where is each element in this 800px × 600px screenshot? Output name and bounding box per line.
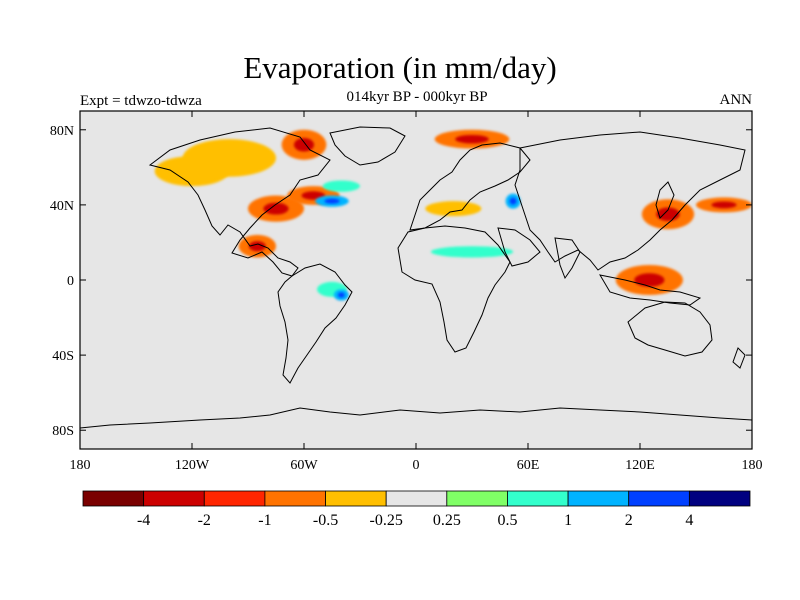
colorbar-box xyxy=(264,490,326,507)
lon-tick-label: 120W xyxy=(175,458,210,473)
coastline-asia xyxy=(514,131,746,271)
anomaly-southern-ocean xyxy=(311,356,334,373)
colorbar-label: 1 xyxy=(564,512,572,529)
anomaly-core-arabian-gulf xyxy=(509,197,517,205)
colorbar-label: 0.5 xyxy=(497,512,517,529)
colorbar-box xyxy=(628,490,690,507)
anomaly-core-north-pacific-east xyxy=(711,201,737,209)
coastline-australia xyxy=(627,301,713,357)
colorbar-box xyxy=(143,490,205,507)
colorbar-box xyxy=(325,490,387,507)
colorbar-box xyxy=(203,490,266,507)
anomaly-south-atlantic-2 xyxy=(341,319,379,335)
colorbar: -4 -2 -1 -0.5 -0.25 0.25 0.5 1 2 4 xyxy=(82,490,751,529)
lat-tick-label: 40N xyxy=(50,199,74,214)
colorbar-label: -0.25 xyxy=(370,512,403,529)
longitude-axis: 180 120W 60W 0 60E 120E 180 xyxy=(70,111,763,473)
coastline-greenland xyxy=(329,126,406,166)
lon-tick-label: 0 xyxy=(413,458,420,473)
anomaly-core-us-east-coast xyxy=(263,202,289,215)
coastline-europe xyxy=(409,142,531,231)
page-subtitle: 014kyr BP - 000kyr BP xyxy=(346,89,488,105)
colorbar-label: -4 xyxy=(137,512,150,529)
coastline-africa xyxy=(397,225,511,353)
lon-tick-label: 180 xyxy=(742,458,763,473)
page-title: Evaporation (in mm/day) xyxy=(243,50,557,85)
colorbar-label: -0.5 xyxy=(313,512,338,529)
colorbar-label: 4 xyxy=(685,512,693,529)
experiment-label: Expt = tdwzo-tdwza xyxy=(80,93,202,109)
anomaly-core-barents-sea xyxy=(455,134,489,144)
anomaly-north-pacific-west xyxy=(80,201,122,220)
anomaly-arctic-canada xyxy=(182,139,276,177)
colorbar-label: 2 xyxy=(625,512,633,529)
lat-tick-label: 80S xyxy=(52,424,74,439)
anomaly-core-greenland-west xyxy=(293,138,315,152)
coastline-japan xyxy=(655,181,675,219)
colorbar-box xyxy=(82,490,145,507)
anomaly-mediterranean xyxy=(425,201,482,217)
colorbar-label: -2 xyxy=(198,512,211,529)
lon-tick-label: 60W xyxy=(290,458,318,473)
anomaly-south-pacific xyxy=(117,296,192,309)
latitude-axis: 80N 40N 0 40S 80S xyxy=(50,124,752,439)
anomaly-north-atlantic-green xyxy=(322,180,361,192)
colorbar-box xyxy=(688,490,751,507)
anomaly-core-caribbean xyxy=(248,241,266,252)
lat-tick-label: 0 xyxy=(67,274,74,289)
anomaly-layer xyxy=(80,129,752,373)
anomaly-indian-ocean-south xyxy=(490,283,640,307)
lon-tick-label: 180 xyxy=(70,458,91,473)
anomaly-core-north-atlantic-cyan xyxy=(324,198,340,204)
coastline-south-america xyxy=(277,263,353,384)
coastline-antarctica xyxy=(80,407,752,429)
lon-tick-label: 60E xyxy=(517,458,540,473)
colorbar-box xyxy=(567,490,630,507)
colorbar-label: 0.25 xyxy=(433,512,461,529)
coastline-maritime-continent xyxy=(599,274,702,306)
colorbar-label: -1 xyxy=(258,512,271,529)
anomaly-south-indian xyxy=(509,343,584,359)
lat-tick-label: 80N xyxy=(50,124,74,139)
season-label: ANN xyxy=(719,92,753,108)
colorbar-box xyxy=(385,490,448,507)
coastline-new-zealand xyxy=(732,347,746,369)
lat-tick-label: 40S xyxy=(52,349,74,364)
anomaly-core-maritime-continent xyxy=(634,273,665,287)
coastline-north-america xyxy=(148,127,331,277)
anomaly-core-brazil-cyan xyxy=(337,292,345,298)
lon-tick-label: 120E xyxy=(625,458,655,473)
anomaly-tropical-atlantic-green xyxy=(430,246,514,258)
colorbar-box xyxy=(507,490,569,507)
coastline-india xyxy=(554,237,581,280)
coastline-layer xyxy=(80,126,752,429)
coastline-arabia xyxy=(497,227,541,267)
colorbar-box xyxy=(446,490,508,507)
